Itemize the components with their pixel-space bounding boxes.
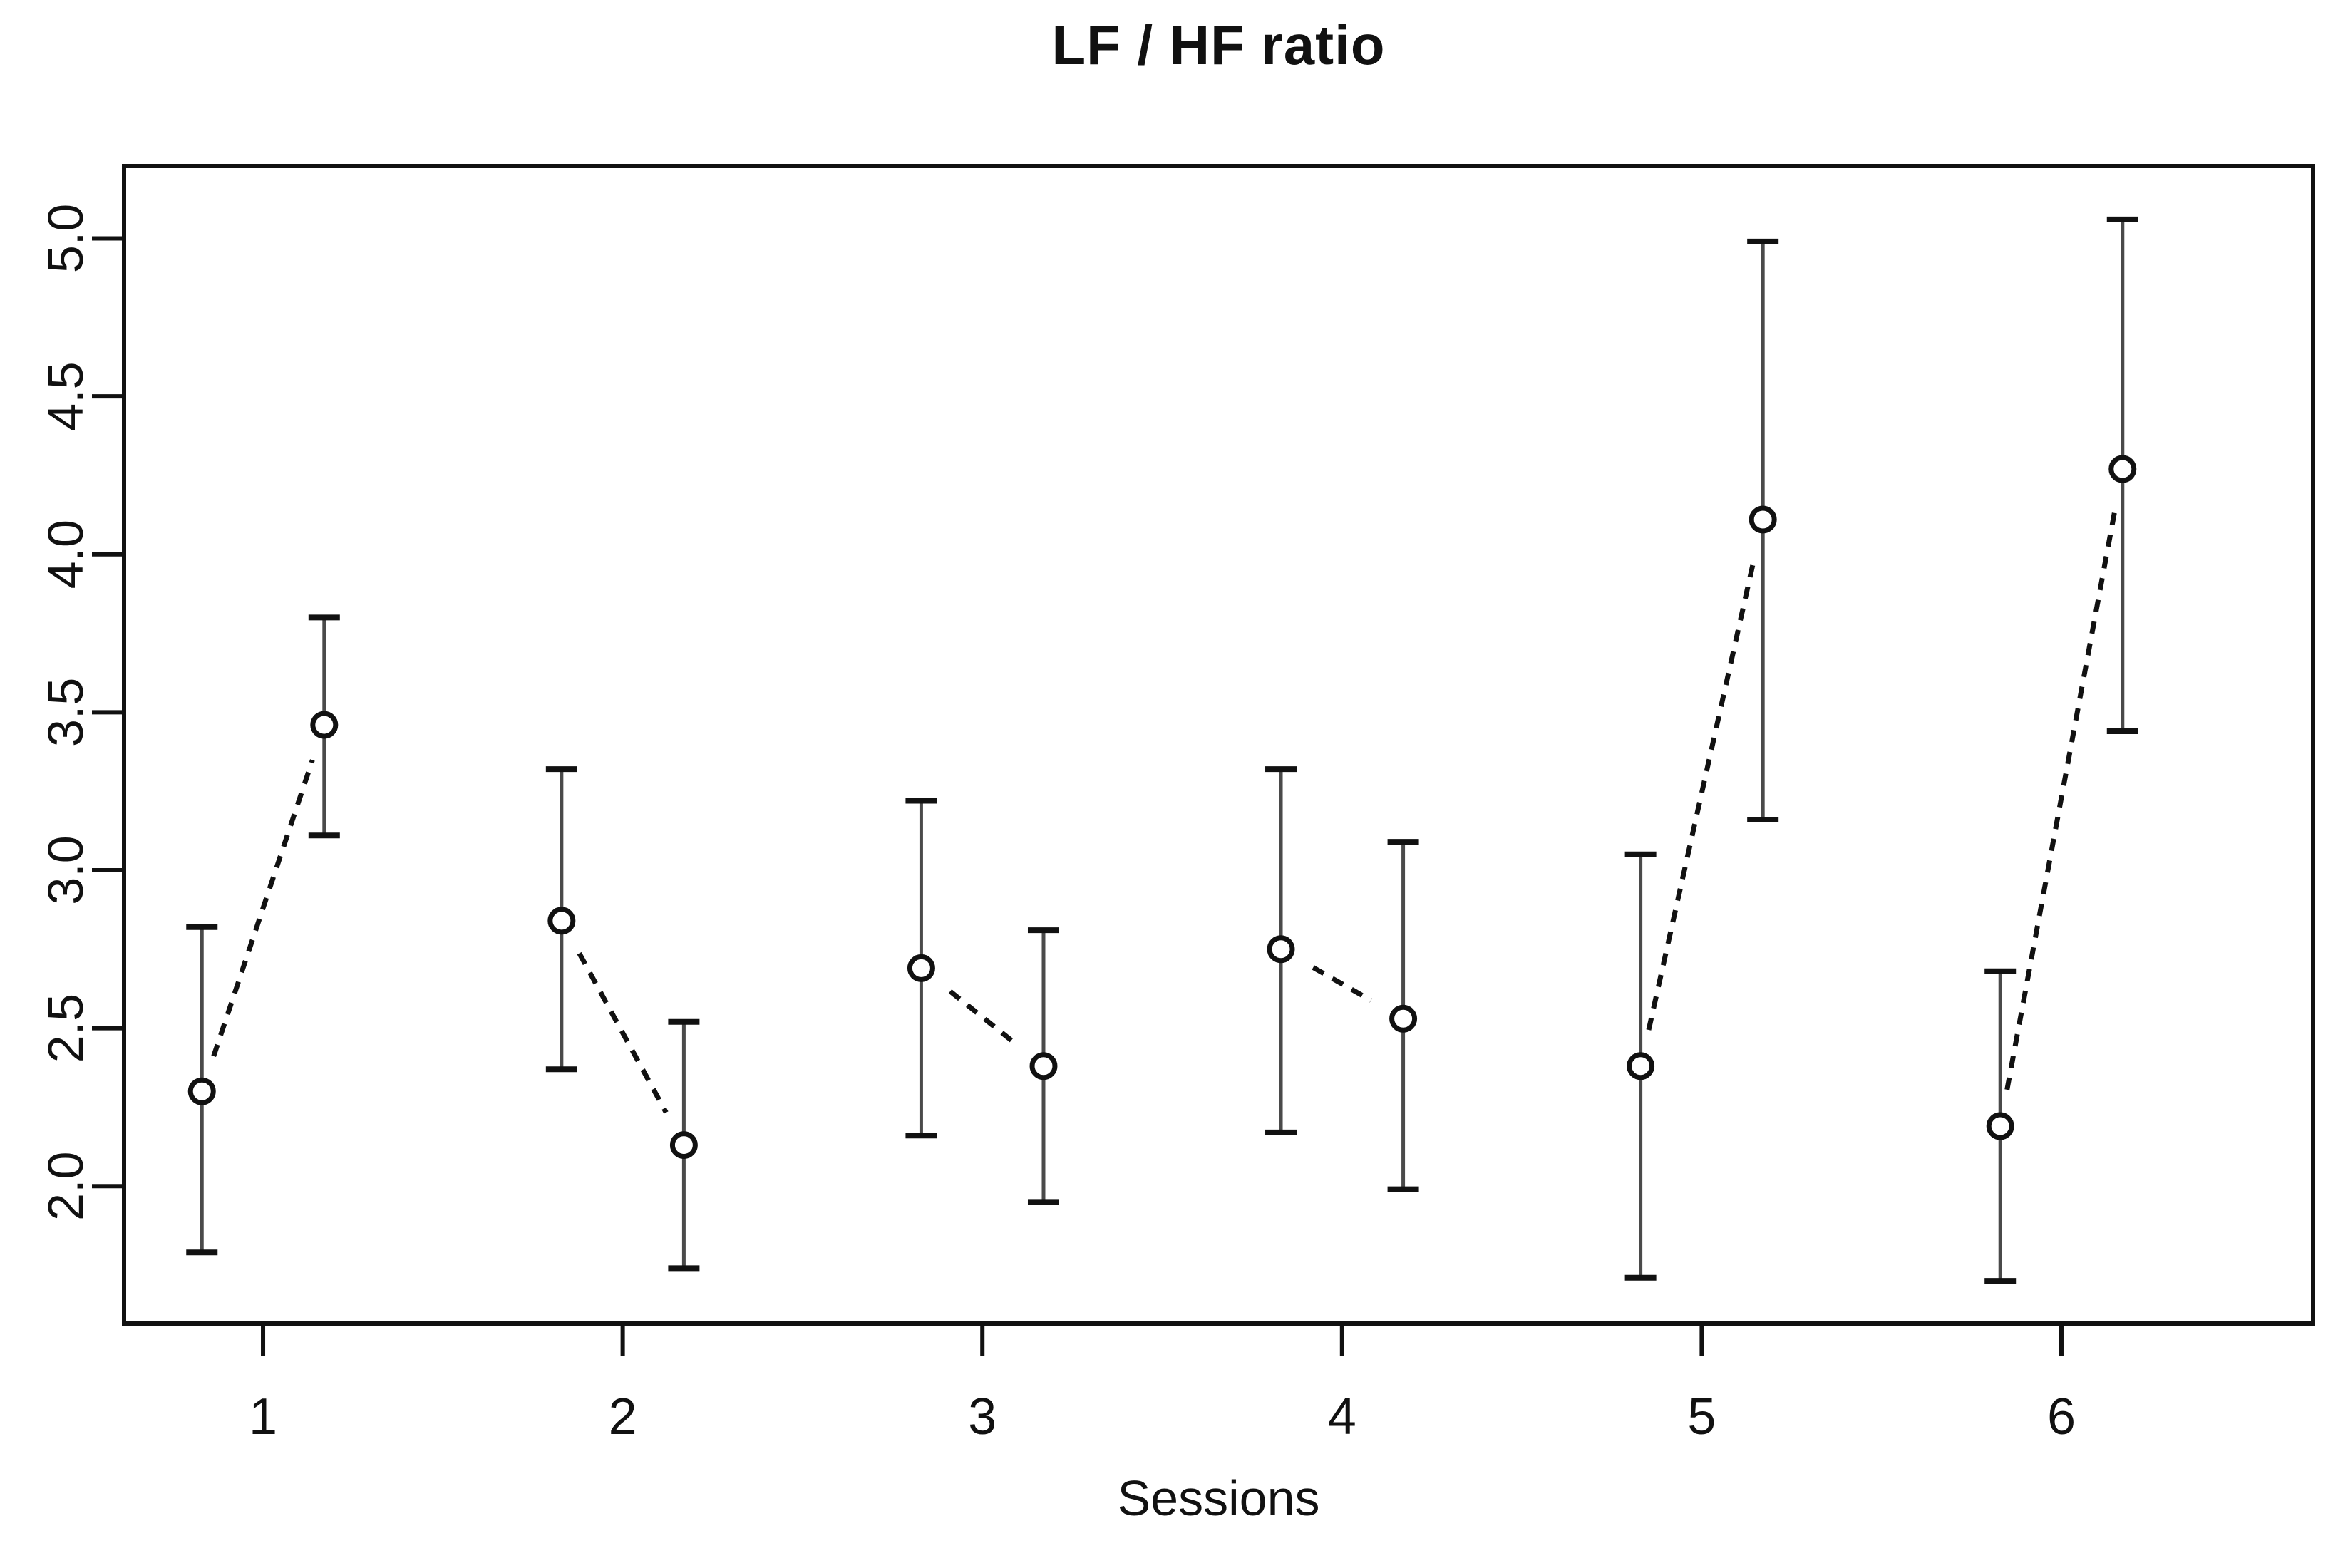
x-tick-label: 3: [968, 1388, 996, 1445]
data-point-circle: [547, 907, 576, 935]
data-point-circle: [669, 1131, 698, 1160]
data-point-circle: [1267, 935, 1295, 964]
x-axis-title: Sessions: [1117, 1470, 1320, 1526]
x-tick-label: 1: [249, 1388, 277, 1445]
y-tick-label: 3.5: [38, 678, 93, 747]
y-tick-label: 2.0: [38, 1152, 93, 1221]
connector-line: [2004, 505, 2118, 1090]
connector-line: [211, 759, 315, 1058]
data-point-circle: [310, 711, 339, 739]
connector-line: [1312, 965, 1373, 1003]
data-point-circle: [1986, 1112, 2014, 1140]
chart-title: LF / HF ratio: [1051, 14, 1386, 76]
x-tick-label: 2: [609, 1388, 637, 1445]
data-point-circle: [1749, 505, 1777, 534]
x-tick-label: 5: [1687, 1388, 1716, 1445]
plot-border: [122, 164, 2315, 1326]
y-tick-label: 4.0: [38, 520, 93, 589]
y-tick-label: 2.5: [38, 994, 93, 1063]
y-tick-label: 3.0: [38, 835, 93, 904]
y-tick-label: 5.0: [38, 204, 93, 273]
data-point-circle: [1029, 1052, 1058, 1080]
connector-line: [1646, 555, 1758, 1031]
data-point-circle: [907, 954, 935, 982]
x-tick-label: 6: [2047, 1388, 2076, 1445]
y-tick-label: 4.5: [38, 361, 93, 430]
data-point-circle: [1389, 1004, 1418, 1033]
data-point-circle: [187, 1077, 216, 1105]
data-point-circle: [1627, 1052, 1655, 1080]
data-point-circle: [2108, 455, 2137, 483]
x-tick-label: 4: [1328, 1388, 1356, 1445]
connector-line: [577, 951, 669, 1114]
connector-line: [948, 989, 1016, 1045]
